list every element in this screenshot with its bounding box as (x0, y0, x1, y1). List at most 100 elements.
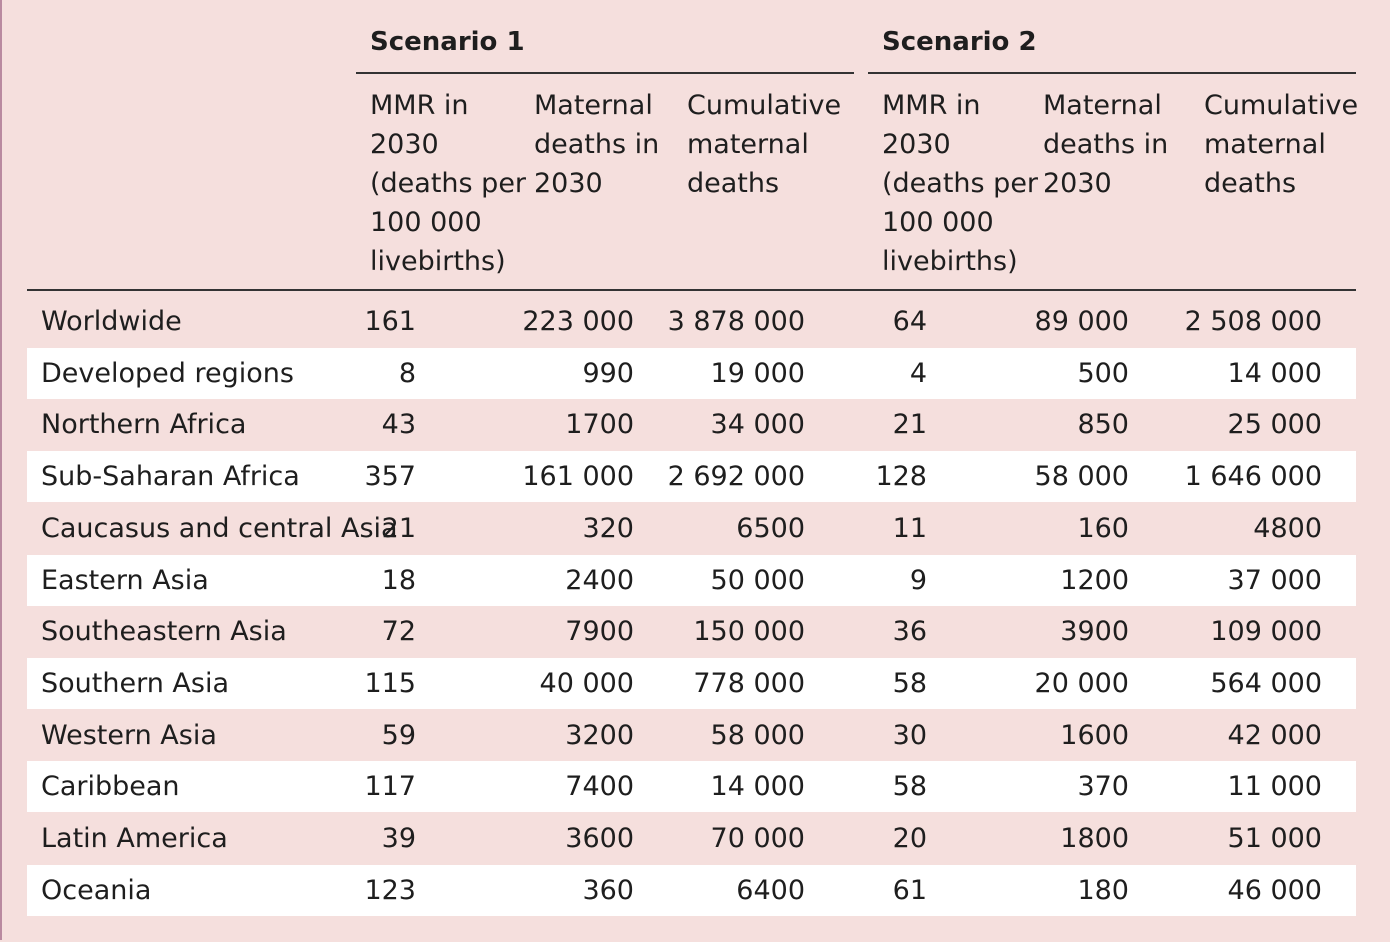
value-cell: 109 000 (1210, 616, 1322, 648)
group-header-label: Scenario 1 (370, 27, 525, 57)
value-cell: 370 (1077, 771, 1129, 803)
value-cell: 7400 (565, 771, 634, 803)
col-header-deaths-s1: Maternal deaths in 2030 (534, 90, 660, 199)
value-cell: 18 (381, 564, 416, 596)
col-header-cumulative-s2: Cumulative maternal deaths (1204, 90, 1359, 199)
value-cell: 70 000 (710, 823, 805, 854)
region-label: Northern Africa (41, 409, 247, 441)
value-cell: 1800 (1060, 823, 1129, 854)
value-cell: 58 000 (710, 719, 805, 751)
value-cell: 3200 (565, 719, 634, 751)
value-cell: 72 (381, 616, 416, 648)
value-cell: 37 000 (1227, 564, 1322, 596)
value-cell: 14 000 (710, 771, 805, 803)
value-cell: 20 000 (1034, 667, 1129, 699)
value-cell: 161 (364, 306, 416, 337)
value-cell: 58 (892, 667, 927, 699)
value-cell: 128 (875, 461, 927, 493)
value-cell: 990 (582, 357, 634, 389)
value-cell: 223 000 (522, 306, 634, 337)
value-cell: 3600 (565, 823, 634, 854)
col-header-mmr-s2: MMR in 2030 (deaths per 100 000 livebirt… (882, 90, 1039, 277)
value-cell: 1 646 000 (1184, 461, 1322, 493)
value-cell: 564 000 (1210, 667, 1322, 699)
value-cell: 7900 (565, 616, 634, 648)
region-label: Eastern Asia (41, 564, 209, 596)
col-header-cumulative-s1: Cumulative maternal deaths (687, 90, 842, 199)
value-cell: 36 (892, 616, 927, 648)
value-cell: 1600 (1060, 719, 1129, 751)
value-cell: 150 000 (693, 616, 805, 648)
table-row: Western Asia 59 3200 58 000 30 1600 42 000 (27, 710, 1356, 761)
table-row: Sub-Saharan Africa 357 161 000 2 692 000 128… (27, 451, 1356, 503)
value-cell: 21 (381, 512, 416, 544)
table-row: Eastern Asia 18 2400 50 000 9 1200 37 000 (27, 554, 1356, 606)
value-cell: 11 000 (1227, 771, 1322, 803)
value-cell: 6500 (736, 512, 805, 544)
table-row: Caribbean 117 7400 14 000 58 370 11 000 (27, 761, 1356, 813)
value-cell: 64 (892, 306, 927, 337)
value-cell: 320 (582, 512, 634, 544)
table-row: Southern Asia 115 40 000 778 000 58 20 000 564… (27, 657, 1356, 709)
value-cell: 39 (381, 823, 416, 854)
table-row: Developed regions 8 990 19 000 4 500 14 000 (27, 347, 1356, 399)
region-label: Caucasus and central Asia (41, 512, 398, 544)
value-cell: 2 692 000 (667, 461, 805, 493)
region-label: Caribbean (41, 771, 180, 803)
value-cell: 11 (892, 512, 927, 544)
value-cell: 1700 (565, 409, 634, 441)
value-cell: 89 000 (1034, 306, 1129, 337)
value-cell: 778 000 (693, 667, 805, 699)
region-label: Developed regions (41, 357, 294, 389)
table-row: Latin America 39 3600 70 000 20 1800 51 000 (27, 813, 1356, 864)
value-cell: 357 (364, 461, 416, 493)
value-cell: 59 (381, 719, 416, 751)
col-header-deaths-s2: Maternal deaths in 2030 (1043, 90, 1169, 199)
region-label: Latin America (41, 823, 228, 854)
value-cell: 30 (892, 719, 927, 751)
value-cell: 58 000 (1034, 461, 1129, 493)
value-cell: 161 000 (522, 461, 634, 493)
value-cell: 4 (909, 357, 927, 389)
region-label: Oceania (41, 874, 152, 906)
value-cell: 34 000 (710, 409, 805, 441)
value-cell: 20 (892, 823, 927, 854)
value-cell: 850 (1077, 409, 1129, 441)
value-cell: 19 000 (710, 357, 805, 389)
table-row: Southeastern Asia 72 7900 150 000 36 3900 109 … (27, 606, 1356, 657)
region-label: Southern Asia (41, 667, 229, 699)
col-header-mmr-s1: MMR in 2030 (deaths per 100 000 livebirt… (370, 90, 527, 277)
value-cell: 51 000 (1227, 823, 1322, 854)
table-row: Caucasus and central Asia 21 320 6500 11 160 4… (27, 503, 1356, 554)
group-header-label: Scenario 2 (882, 27, 1037, 57)
value-cell: 500 (1077, 357, 1129, 389)
group-header-scenario-1: Scenario 1 (356, 22, 854, 74)
table-row: Northern Africa 43 1700 34 000 21 850 25 000 (27, 399, 1356, 450)
value-cell: 3900 (1060, 616, 1129, 648)
value-cell: 2400 (565, 564, 634, 596)
value-cell: 4800 (1253, 512, 1322, 544)
value-cell: 1200 (1060, 564, 1129, 596)
value-cell: 9 (909, 564, 927, 596)
value-cell: 123 (364, 874, 416, 906)
value-cell: 40 000 (539, 667, 634, 699)
value-cell: 2 508 000 (1184, 306, 1322, 337)
value-cell: 25 000 (1227, 409, 1322, 441)
value-cell: 42 000 (1227, 719, 1322, 751)
group-header-scenario-2: Scenario 2 (868, 22, 1356, 74)
region-label: Southeastern Asia (41, 616, 287, 648)
value-cell: 61 (892, 874, 927, 906)
value-cell: 160 (1077, 512, 1129, 544)
value-cell: 3 878 000 (667, 306, 805, 337)
value-cell: 6400 (736, 874, 805, 906)
region-label: Worldwide (41, 306, 182, 337)
value-cell: 115 (364, 667, 416, 699)
table-row: Worldwide 161 223 000 3 878 000 64 89 000 2 50… (27, 296, 1356, 347)
value-cell: 14 000 (1227, 357, 1322, 389)
value-cell: 360 (582, 874, 634, 906)
value-cell: 43 (381, 409, 416, 441)
header-rule (27, 289, 1356, 291)
table-row: Oceania 123 360 6400 61 180 46 000 (27, 864, 1356, 916)
value-cell: 46 000 (1227, 874, 1322, 906)
